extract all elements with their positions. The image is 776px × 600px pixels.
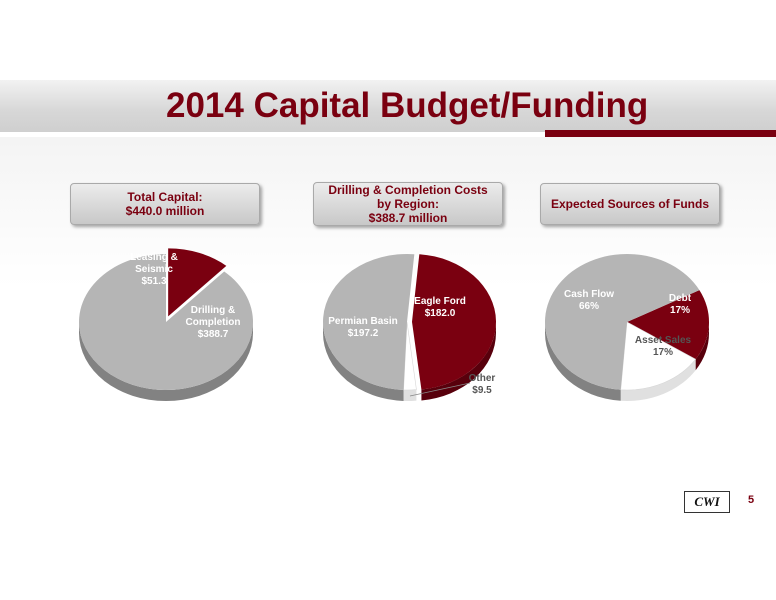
slice-label-line: Leasing & bbox=[130, 252, 178, 263]
slice-label: Eagle Ford $182.0 bbox=[414, 296, 466, 319]
header-line: $440.0 million bbox=[125, 204, 205, 218]
slice-label-line: 17% bbox=[670, 305, 690, 316]
slice-label-line: Seismic bbox=[135, 264, 173, 275]
page-number: 5 bbox=[748, 494, 755, 506]
company-logo: CWI bbox=[684, 491, 730, 513]
slice-label: Other $9.5 bbox=[469, 373, 496, 396]
slice-label: Leasing & Seismic $51.3 bbox=[130, 252, 178, 287]
pie-slice-side bbox=[79, 322, 253, 401]
slice-label-line: $51.3 bbox=[141, 276, 166, 287]
slice-label-line: $197.2 bbox=[348, 328, 379, 339]
header-line: Expected Sources of Funds bbox=[550, 197, 710, 211]
slice-label: Asset Sales 17% bbox=[635, 335, 692, 358]
pie-slice-side bbox=[695, 322, 709, 371]
page-title: 2014 Capital Budget/Funding bbox=[166, 86, 649, 125]
pie-slice bbox=[620, 321, 697, 391]
pie-slice-side bbox=[323, 322, 404, 401]
total-capital-header: Total Capital: $440.0 million bbox=[70, 183, 260, 225]
pie-slice bbox=[322, 253, 415, 390]
region-costs-header: Drilling & Completion Costs by Region: $… bbox=[313, 182, 503, 226]
pie-slice bbox=[79, 254, 254, 391]
slice-label-line: Permian Basin bbox=[328, 316, 397, 327]
header-line: Total Capital: bbox=[127, 190, 203, 204]
slice-label: Drilling & Completion $388.7 bbox=[186, 305, 241, 340]
pie-chart-3: Debt 17%Asset Sales 17%Cash Flow 66% bbox=[544, 253, 709, 401]
pie-slice-side bbox=[620, 359, 696, 401]
slice-label: Permian Basin $197.2 bbox=[328, 316, 397, 339]
slice-label: Debt 17% bbox=[669, 293, 692, 316]
accent-rule bbox=[545, 130, 776, 137]
slice-label-line: Drilling & bbox=[191, 305, 235, 316]
pie-slice bbox=[403, 321, 417, 391]
slice-label-line: Other bbox=[469, 373, 496, 384]
pie-slice bbox=[168, 248, 227, 317]
header-line: by Region: bbox=[377, 197, 439, 211]
slice-label-line: Asset Sales bbox=[635, 335, 692, 346]
pie-slice bbox=[544, 253, 700, 390]
leader-line bbox=[409, 382, 471, 397]
slice-label-line: Eagle Ford bbox=[414, 296, 466, 307]
slice-label-line: $388.7 bbox=[198, 329, 229, 340]
slice-label-line: 66% bbox=[579, 301, 599, 312]
slice-label-line: $9.5 bbox=[472, 385, 492, 396]
pie-slice-side bbox=[545, 322, 621, 401]
pie-slice bbox=[411, 254, 496, 390]
sources-of-funds-header: Expected Sources of Funds bbox=[540, 183, 720, 225]
pie-slice bbox=[627, 290, 709, 360]
slice-label-line: Debt bbox=[669, 293, 692, 304]
pie-slice-side bbox=[403, 389, 417, 401]
title-band: 2014 Capital Budget/Funding bbox=[0, 80, 776, 132]
slice-label-line: Cash Flow bbox=[564, 289, 614, 300]
slice-label-line: Completion bbox=[186, 317, 241, 328]
slice-label: Cash Flow 66% bbox=[564, 289, 614, 312]
header-line: $388.7 million bbox=[368, 211, 448, 225]
slice-label-line: 17% bbox=[653, 347, 673, 358]
slice-label-line: $182.0 bbox=[425, 308, 456, 319]
pie-slice-side bbox=[421, 321, 496, 401]
header-line: Drilling & Completion Costs bbox=[328, 183, 488, 197]
